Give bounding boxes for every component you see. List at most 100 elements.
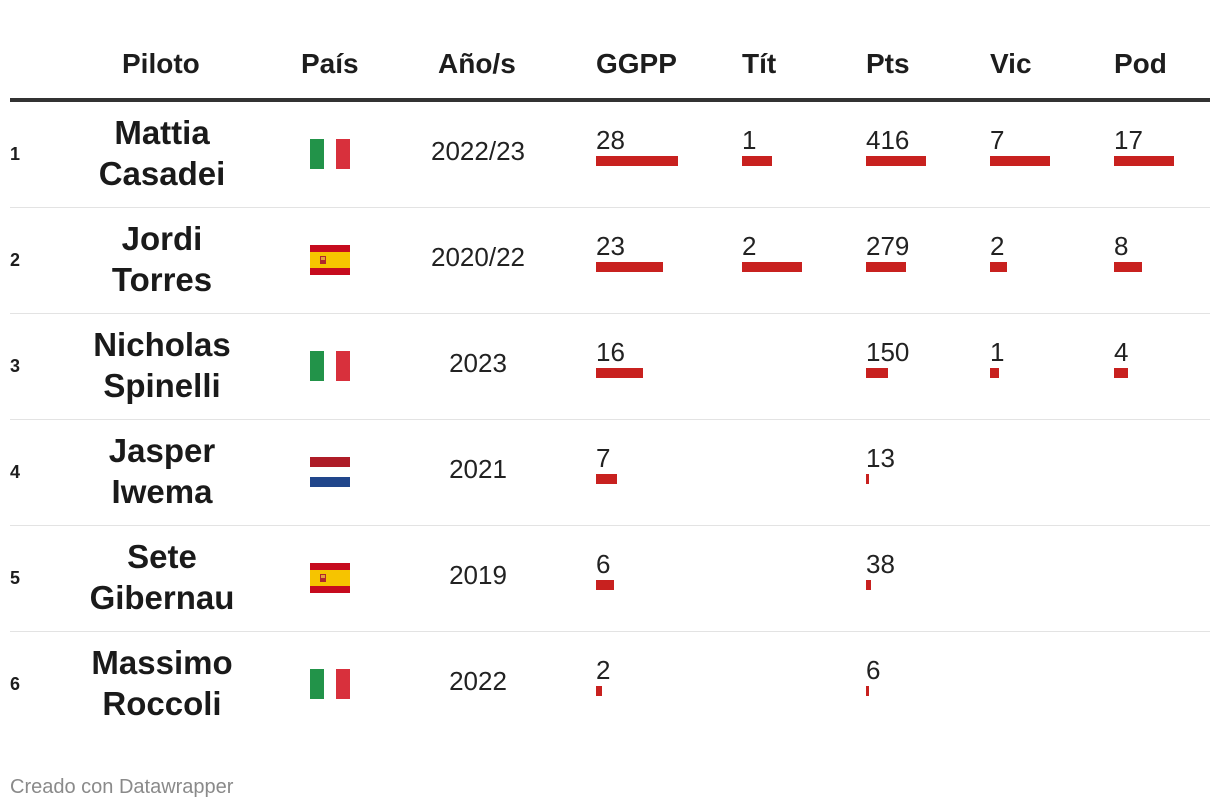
italy-flag bbox=[310, 139, 350, 169]
rank-label: 1 bbox=[10, 144, 21, 164]
header-ggpp[interactable]: GGPP bbox=[596, 48, 677, 79]
points-value: 38 bbox=[866, 549, 895, 579]
netherlands-flag bbox=[310, 457, 350, 487]
years-value: 2020/22 bbox=[431, 242, 525, 272]
rank-label: 5 bbox=[10, 568, 21, 588]
years-value: 2022 bbox=[449, 666, 507, 696]
points-value: 6 bbox=[866, 655, 881, 685]
points-cell: 150 bbox=[866, 338, 909, 378]
wins-value: 1 bbox=[990, 337, 1005, 367]
ggpp-bar bbox=[596, 368, 643, 378]
points-bar bbox=[866, 686, 869, 696]
table-row: 4 Jasper Iwema 2021 7 13 bbox=[10, 420, 1210, 526]
header-rider[interactable]: Piloto bbox=[122, 48, 200, 79]
table-row: 5 Sete Gibernau 2019 6 38 bbox=[10, 526, 1210, 632]
points-bar bbox=[866, 262, 906, 272]
ggpp-cell: 28 bbox=[596, 126, 678, 166]
ggpp-cell: 16 bbox=[596, 338, 643, 378]
ggpp-cell: 6 bbox=[596, 550, 614, 590]
table-row: 2 Jordi Torres 2020/22 23 2 279 2 8 bbox=[10, 208, 1210, 314]
years-value: 2021 bbox=[449, 454, 507, 484]
podiums-cell: 4 bbox=[1114, 338, 1128, 378]
wins-cell: 1 bbox=[990, 338, 1004, 378]
rider-name: Jasper Iwema bbox=[108, 432, 216, 510]
header-titles[interactable]: Tít bbox=[742, 48, 777, 79]
points-value: 416 bbox=[866, 125, 910, 155]
spain-flag bbox=[310, 245, 350, 275]
podiums-cell: 8 bbox=[1114, 232, 1142, 272]
header-points[interactable]: Pts bbox=[866, 48, 910, 79]
ggpp-value: 23 bbox=[596, 231, 625, 261]
ggpp-value: 2 bbox=[596, 655, 611, 685]
points-cell: 416 bbox=[866, 126, 926, 166]
podiums-bar bbox=[1114, 262, 1142, 272]
riders-table: Piloto País Año/s GGPP Tít Pts Vic Pod 1… bbox=[10, 34, 1210, 737]
credit-footer: Creado con Datawrapper bbox=[10, 776, 234, 798]
ggpp-cell: 23 bbox=[596, 232, 663, 272]
points-bar bbox=[866, 580, 871, 590]
points-value: 150 bbox=[866, 337, 910, 367]
points-cell: 279 bbox=[866, 232, 909, 272]
wins-bar bbox=[990, 262, 1007, 272]
italy-flag bbox=[310, 351, 350, 381]
titles-bar bbox=[742, 262, 802, 272]
table-body: 1 Mattia Casadei 2022/23 28 1 416 7 17 2 Jordi Torr… bbox=[10, 102, 1210, 737]
wins-cell: 2 bbox=[990, 232, 1007, 272]
header-years[interactable]: Año/s bbox=[438, 48, 516, 79]
rider-name: Nicholas Spinelli bbox=[93, 326, 231, 404]
points-cell: 38 bbox=[866, 550, 895, 590]
ggpp-bar bbox=[596, 156, 678, 166]
ggpp-value: 7 bbox=[596, 443, 611, 473]
points-bar bbox=[866, 474, 869, 484]
podiums-value: 8 bbox=[1114, 231, 1129, 261]
years-value: 2023 bbox=[449, 348, 507, 378]
wins-bar bbox=[990, 156, 1050, 166]
ggpp-bar bbox=[596, 262, 663, 272]
titles-cell: 1 bbox=[742, 126, 772, 166]
podiums-cell: 17 bbox=[1114, 126, 1174, 166]
rank-label: 3 bbox=[10, 356, 21, 376]
points-bar bbox=[866, 368, 888, 378]
table-row: 1 Mattia Casadei 2022/23 28 1 416 7 17 bbox=[10, 102, 1210, 208]
years-value: 2019 bbox=[449, 560, 507, 590]
rank-label: 6 bbox=[10, 674, 21, 694]
rider-name: Jordi Torres bbox=[111, 220, 213, 298]
titles-value: 1 bbox=[742, 125, 757, 155]
points-value: 13 bbox=[866, 443, 895, 473]
wins-value: 2 bbox=[990, 231, 1005, 261]
wins-cell: 7 bbox=[990, 126, 1050, 166]
titles-value: 2 bbox=[742, 231, 757, 261]
italy-flag bbox=[310, 669, 350, 699]
podiums-value: 17 bbox=[1114, 125, 1143, 155]
ggpp-value: 28 bbox=[596, 125, 625, 155]
ggpp-cell: 7 bbox=[596, 444, 617, 484]
podiums-bar bbox=[1114, 368, 1128, 378]
titles-cell: 2 bbox=[742, 232, 802, 272]
ggpp-cell: 2 bbox=[596, 656, 610, 696]
points-value: 279 bbox=[866, 231, 910, 261]
ggpp-bar bbox=[596, 686, 602, 696]
header-podiums[interactable]: Pod bbox=[1114, 48, 1167, 79]
header-row: Piloto País Año/s GGPP Tít Pts Vic Pod bbox=[10, 34, 1210, 102]
points-cell: 6 bbox=[866, 656, 880, 696]
wins-bar bbox=[990, 368, 999, 378]
table-row: 6 Massimo Roccoli 2022 2 6 bbox=[10, 632, 1210, 737]
header-country[interactable]: País bbox=[301, 48, 359, 79]
header-wins[interactable]: Vic bbox=[990, 48, 1032, 79]
table-row: 3 Nicholas Spinelli 2023 16 150 1 4 bbox=[10, 314, 1210, 420]
ggpp-bar bbox=[596, 580, 614, 590]
spain-flag bbox=[310, 563, 350, 593]
podiums-bar bbox=[1114, 156, 1174, 166]
ggpp-bar bbox=[596, 474, 617, 484]
points-bar bbox=[866, 156, 926, 166]
rank-label: 2 bbox=[10, 250, 21, 270]
rank-label: 4 bbox=[10, 462, 21, 482]
podiums-value: 4 bbox=[1114, 337, 1129, 367]
ggpp-value: 6 bbox=[596, 549, 611, 579]
ggpp-value: 16 bbox=[596, 337, 625, 367]
rider-name: Massimo Roccoli bbox=[91, 644, 233, 722]
points-cell: 13 bbox=[866, 444, 895, 484]
rider-name: Mattia Casadei bbox=[98, 114, 226, 192]
wins-value: 7 bbox=[990, 125, 1005, 155]
years-value: 2022/23 bbox=[431, 136, 525, 166]
